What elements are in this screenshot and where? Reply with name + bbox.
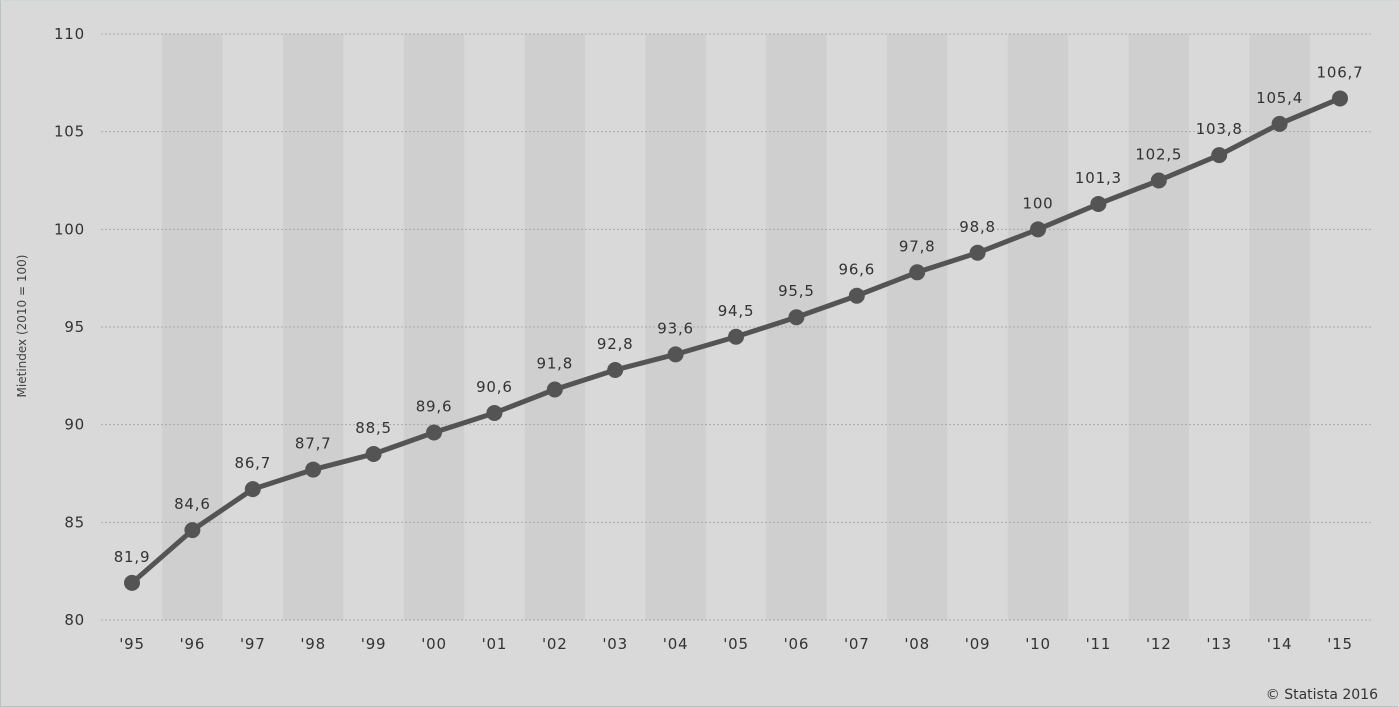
data-point	[909, 264, 926, 281]
data-point	[1150, 172, 1167, 189]
y-tick-label: 90	[64, 416, 85, 434]
data-label: 95,5	[778, 282, 815, 300]
data-point	[728, 328, 744, 345]
data-point	[1332, 90, 1348, 107]
gridlines	[101, 33, 1373, 621]
data-point	[244, 481, 261, 498]
x-tick-label: '11	[1086, 635, 1112, 653]
y-axis-label: Mietindex (2010 = 100)	[15, 255, 29, 398]
data-label: 96,6	[838, 261, 875, 279]
data-label: 103,8	[1196, 120, 1243, 138]
x-tick-label: '03	[602, 635, 628, 653]
data-point	[969, 244, 986, 261]
data-label: 94,5	[718, 302, 755, 320]
data-label: 93,6	[657, 319, 694, 337]
x-tick-label: '05	[723, 635, 749, 653]
data-point	[607, 361, 624, 378]
data-labels: 81,9 84,6 86,7 87,7 88,5 89,6 90,6 91,8 92,8 93,6…	[114, 63, 1364, 566]
x-tick-label: '00	[421, 635, 447, 653]
data-label: 105,4	[1256, 89, 1303, 107]
x-tick-label: '04	[663, 635, 689, 653]
x-tick-label: '02	[542, 635, 568, 653]
data-point	[184, 522, 201, 539]
x-tick-label: '95	[119, 635, 145, 653]
data-label: 86,7	[234, 454, 271, 472]
x-tick-label: '09	[965, 635, 991, 653]
x-tick-label: '96	[180, 635, 206, 653]
data-label: 92,8	[597, 335, 634, 353]
x-tick-label: '08	[904, 635, 930, 653]
column-band	[766, 34, 827, 620]
data-point	[305, 461, 322, 478]
data-point	[848, 287, 865, 304]
data-point	[486, 404, 503, 421]
data-label: 102,5	[1135, 146, 1182, 164]
data-point	[667, 346, 684, 363]
data-point	[1030, 221, 1046, 238]
y-tick-label: 105	[54, 123, 85, 141]
y-tick-label: 95	[64, 318, 85, 336]
data-point	[124, 574, 140, 591]
y-tick-label: 85	[64, 513, 85, 531]
column-band	[645, 34, 706, 620]
x-tick-label: '01	[482, 635, 508, 653]
x-tick-label: '07	[844, 635, 870, 653]
x-tick-label: '13	[1206, 635, 1232, 653]
statista-credit: © Statista 2016	[1265, 687, 1378, 703]
data-point	[546, 381, 563, 398]
x-tick-label: '12	[1146, 635, 1172, 653]
data-label: 81,9	[114, 548, 151, 566]
data-point	[426, 424, 442, 441]
y-axis-ticks: 80 85 90 95 100 105 110	[54, 25, 85, 629]
x-tick-label: '14	[1267, 635, 1293, 653]
data-point	[365, 445, 382, 462]
data-label: 90,6	[476, 378, 513, 396]
data-label: 87,7	[295, 435, 332, 453]
data-label: 106,7	[1317, 63, 1364, 81]
data-label: 101,3	[1075, 169, 1122, 187]
x-tick-label: '97	[240, 635, 266, 653]
data-label: 84,6	[174, 495, 211, 513]
x-tick-label: '15	[1327, 635, 1353, 653]
data-point	[1271, 115, 1288, 132]
data-point	[788, 309, 805, 326]
data-point	[1211, 147, 1228, 164]
data-label: 91,8	[536, 355, 573, 373]
x-tick-label: '10	[1025, 635, 1051, 653]
y-tick-label: 110	[54, 25, 85, 43]
x-tick-label: '99	[361, 635, 387, 653]
data-point	[1090, 195, 1107, 212]
data-label: 89,6	[416, 397, 453, 415]
y-tick-label: 100	[54, 220, 85, 238]
y-tick-label: 80	[64, 611, 85, 629]
x-tick-label: '06	[784, 635, 810, 653]
x-tick-label: '98	[300, 635, 326, 653]
data-label: 98,8	[959, 218, 996, 236]
data-label: 97,8	[899, 237, 936, 255]
data-label: 88,5	[355, 419, 392, 437]
x-axis-ticks: '95 '96 '97 '98 '99 '00 '01 '02 '03 '04 '05 '06 '07 '…	[119, 635, 1353, 653]
series-line-group	[124, 90, 1348, 591]
data-label: 100	[1022, 194, 1053, 212]
